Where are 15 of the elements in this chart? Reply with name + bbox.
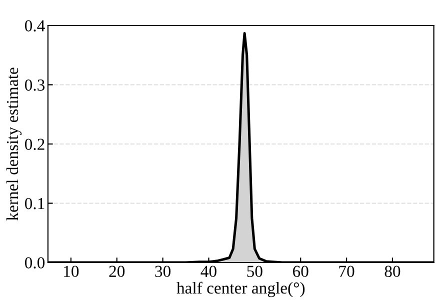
x-tick-label: 40 (200, 266, 216, 278)
x-tick-label: 10 (64, 266, 79, 278)
x-axis-title: half center angle(°) (176, 282, 305, 298)
x-tick-label: 60 (292, 266, 308, 278)
y-tick-label: 0.4 (24, 20, 45, 32)
y-tick-label: 0.0 (24, 257, 45, 269)
y-tick-label: 0.1 (24, 198, 44, 210)
y-axis-title: kernel density estimate (6, 68, 22, 221)
x-tick-label: 70 (339, 266, 354, 278)
y-tick-label: 0.3 (24, 79, 45, 91)
x-tick-label: 20 (109, 266, 125, 278)
y-tick-label: 0.2 (24, 138, 44, 150)
x-tick-label: 80 (384, 266, 400, 278)
x-tick-label: 30 (155, 266, 170, 278)
x-tick-label: 50 (247, 266, 262, 278)
